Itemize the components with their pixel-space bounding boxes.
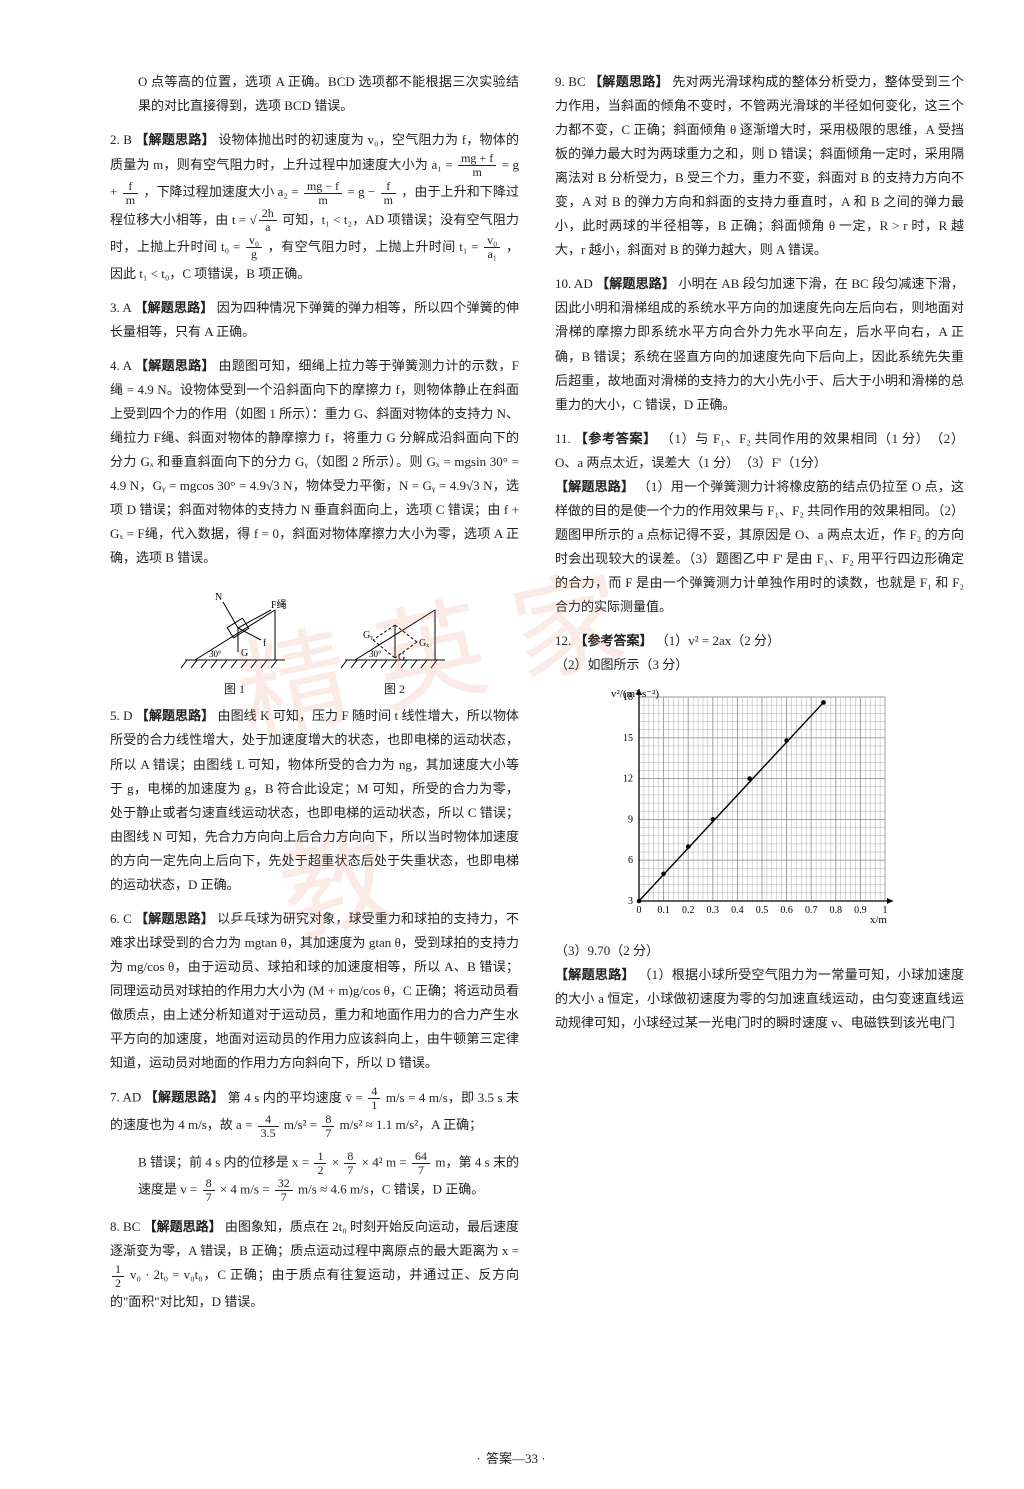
svg-text:15: 15 (623, 733, 633, 744)
q6-number: 6. C (110, 911, 132, 926)
q10-body: 小明在 AB 段匀加速下滑，在 BC 段匀减速下滑，因此小明和滑梯组成的系统水平… (555, 276, 964, 411)
footer-page: 33 (525, 1451, 538, 1466)
q4-label: 【解题思路】 (135, 358, 215, 373)
svg-text:Gᵧ: Gᵧ (363, 630, 373, 641)
q7-label: 【解题思路】 (145, 1090, 224, 1105)
footer-label: 答案 (486, 1451, 512, 1466)
q7-number: 7. AD (110, 1090, 141, 1105)
svg-text:G: G (398, 652, 405, 663)
svg-text:f: f (263, 638, 267, 649)
svg-text:0.3: 0.3 (707, 905, 720, 916)
v-squared-vs-x-chart-icon: 00.10.20.30.40.50.60.70.80.91369121518x/… (595, 687, 895, 927)
lead-in-text: O 点等高的位置，选项 A 正确。BCD 选项都不能根据三次实验结果的对比直接得… (110, 70, 519, 118)
q12-chart: 00.10.20.30.40.50.60.70.80.91369121518x/… (595, 687, 964, 935)
q11: 11. 【参考答案】 （1）与 F₁、F₂ 共同作用的效果相同（1 分） （2）… (555, 427, 964, 619)
q12-ans2: （2）如图所示（3 分） (555, 657, 688, 672)
svg-text:N: N (215, 592, 222, 603)
fig2-caption: 图 2 (335, 678, 455, 700)
q4-body: 由题图可知，细绳上拉力等于弹簧测力计的示数，F绳 = 4.9 N。设物体受到一个… (110, 358, 519, 565)
svg-text:0.8: 0.8 (830, 905, 843, 916)
q12: 12. 【参考答案】 （1）v² = 2ax（2 分） （2）如图所示（3 分） (555, 629, 964, 677)
svg-text:0.2: 0.2 (682, 905, 695, 916)
svg-text:30°: 30° (209, 649, 222, 659)
q9: 9. BC 【解题思路】 先对两光滑球构成的整体分析受力，整体受到三个力作用，当… (555, 70, 964, 262)
q5: 5. D 【解题思路】 由图线 K 可知，压力 F 随时间 t 线性增大，所以物… (110, 704, 519, 896)
q11-label: 【参考答案】 (575, 431, 657, 446)
fig1-caption: 图 1 (175, 678, 295, 700)
q2-body: 设物体抛出时的初速度为 v₀，空气阻力为 f，物体的质量为 m，则有空气阻力时，… (110, 132, 519, 281)
q4: 4. A 【解题思路】 由题图可知，细绳上拉力等于弹簧测力计的示数，F绳 = 4… (110, 354, 519, 570)
q8-number: 8. BC (110, 1219, 140, 1234)
q3: 3. A 【解题思路】 因为四种情况下弹簧的弹力相等，所以四个弹簧的伸长量相等，… (110, 296, 519, 344)
svg-text:9: 9 (628, 815, 633, 826)
svg-text:12: 12 (623, 774, 633, 785)
q6-body: 以乒乓球为研究对象，球受重力和球拍的支持力，不难求出球受到的合力为 mgtan … (110, 911, 519, 1070)
q12-ans3: （3）9.70（2 分） (555, 943, 659, 958)
q2-label: 【解题思路】 (135, 132, 214, 147)
svg-text:0.6: 0.6 (780, 905, 793, 916)
q3-label: 【解题思路】 (135, 300, 214, 315)
incline-diagram-2-icon: G Gᵧ Gₓ 30° (335, 580, 455, 670)
svg-text:0.1: 0.1 (657, 905, 670, 916)
q12-label2: 【解题思路】 (555, 967, 635, 982)
q9-number: 9. BC (555, 74, 586, 89)
content-columns: O 点等高的位置，选项 A 正确。BCD 选项都不能根据三次实验结果的对比直接得… (110, 70, 964, 1390)
figure-1: N G f F绳 30° 图 1 (175, 580, 295, 700)
q11-label2: 【解题思路】 (555, 479, 634, 494)
q9-label: 【解题思路】 (589, 74, 669, 89)
q4-figures: N G f F绳 30° 图 1 (110, 580, 519, 700)
q3-number: 3. A (110, 300, 131, 315)
svg-text:F绳: F绳 (271, 598, 287, 611)
svg-text:Gₓ: Gₓ (419, 638, 429, 649)
figure-2: G Gᵧ Gₓ 30° 图 2 (335, 580, 455, 700)
incline-diagram-1-icon: N G f F绳 30° (175, 580, 295, 670)
svg-text:30°: 30° (369, 649, 382, 659)
q10-label: 【解题思路】 (596, 276, 675, 291)
q5-label: 【解题思路】 (136, 708, 214, 723)
q11-number: 11. (555, 431, 571, 446)
q6: 6. C 【解题思路】 以乒乓球为研究对象，球受重力和球拍的支持力，不难求出球受… (110, 907, 519, 1075)
q11-body: （1）用一个弹簧测力计将橡皮筋的结点仍拉至 O 点，这样做的目的是使一个力的作用… (555, 479, 964, 614)
svg-text:0.7: 0.7 (805, 905, 818, 916)
q12-ans1: （1）v² = 2ax（2 分） (656, 633, 780, 648)
svg-text:0.4: 0.4 (731, 905, 744, 916)
page-footer: · 答案—33 · (0, 1447, 1024, 1471)
q10-number: 10. AD (555, 276, 593, 291)
svg-text:v²/(m²·s⁻²): v²/(m²·s⁻²) (611, 688, 659, 700)
q2-number: 2. B (110, 132, 132, 147)
q12-label: 【参考答案】 (575, 633, 653, 648)
svg-text:G: G (241, 648, 248, 659)
svg-text:0.9: 0.9 (854, 905, 867, 916)
q8-label: 【解题思路】 (144, 1219, 222, 1234)
svg-text:6: 6 (628, 855, 633, 866)
q2: 2. B 【解题思路】 设物体抛出时的初速度为 v₀，空气阻力为 f，物体的质量… (110, 128, 519, 286)
q7-cont: B 错误；前 4 s 内的位移是 x = 12 × 87 × 4² m = 64… (110, 1150, 519, 1205)
svg-text:3: 3 (628, 896, 633, 907)
q5-body: 由图线 K 可知，压力 F 随时间 t 线性增大，所以物体所受的合力线性增大，处… (110, 708, 519, 891)
q8: 8. BC 【解题思路】 由图象知，质点在 2t₀ 时刻开始反向运动，最后速度逐… (110, 1215, 519, 1315)
q12b: （3）9.70（2 分） 【解题思路】 （1）根据小球所受空气阻力为一常量可知，… (555, 939, 964, 1035)
q4-number: 4. A (110, 358, 131, 373)
svg-text:0.5: 0.5 (756, 905, 769, 916)
q5-number: 5. D (110, 708, 132, 723)
q7: 7. AD 【解题思路】 第 4 s 内的平均速度 v̄ = 41 m/s = … (110, 1085, 519, 1140)
svg-text:0: 0 (637, 905, 642, 916)
q12-number: 12. (555, 633, 571, 648)
svg-text:x/m: x/m (870, 914, 888, 926)
q9-body: 先对两光滑球构成的整体分析受力，整体受到三个力作用，当斜面的倾角不变时，不管两光… (555, 74, 964, 257)
q10: 10. AD 【解题思路】 小明在 AB 段匀加速下滑，在 BC 段匀减速下滑，… (555, 272, 964, 416)
q6-label: 【解题思路】 (135, 911, 214, 926)
